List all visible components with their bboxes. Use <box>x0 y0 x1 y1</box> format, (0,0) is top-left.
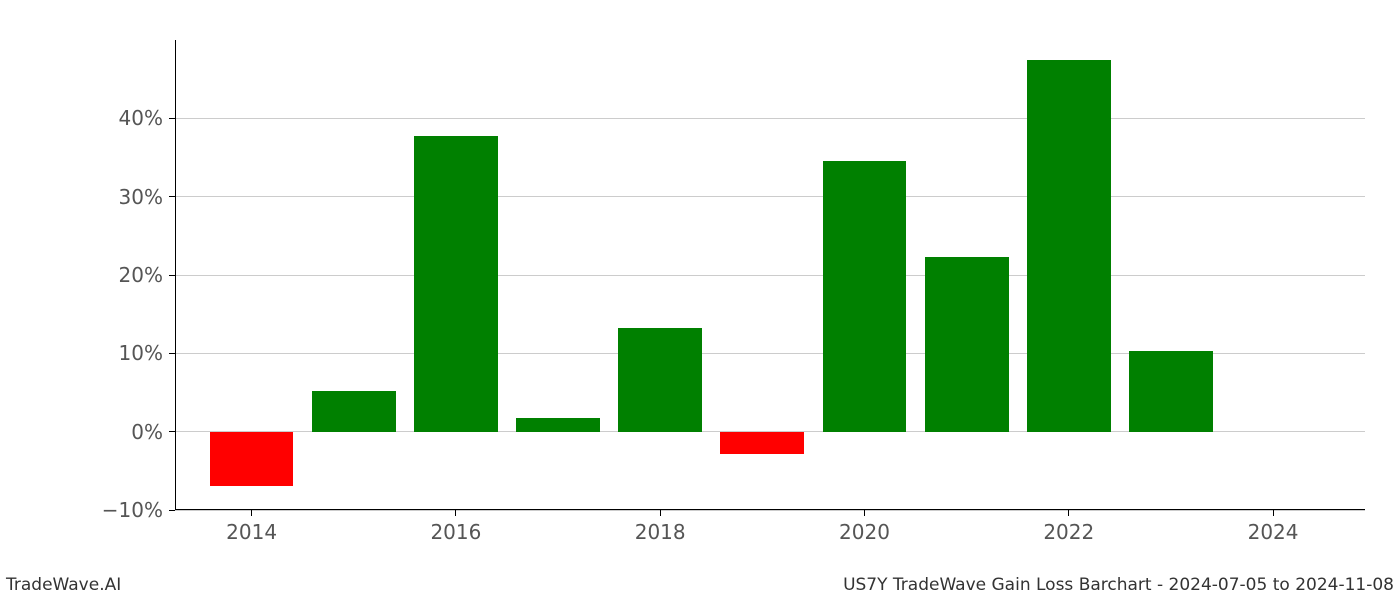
y-tick <box>169 510 175 511</box>
bar <box>210 432 294 487</box>
x-tick-label: 2024 <box>1248 520 1299 544</box>
x-tick-label: 2018 <box>635 520 686 544</box>
chart-container: TradeWave.AI US7Y TradeWave Gain Loss Ba… <box>0 0 1400 600</box>
y-tick-label: 10% <box>119 341 163 365</box>
footer-right-text: US7Y TradeWave Gain Loss Barchart - 2024… <box>843 575 1394 595</box>
y-tick-label: 0% <box>131 420 163 444</box>
grid-line <box>175 275 1365 276</box>
x-tick-label: 2022 <box>1043 520 1094 544</box>
x-tick-label: 2020 <box>839 520 890 544</box>
y-tick <box>169 196 175 197</box>
y-axis-spine <box>175 40 176 510</box>
x-tick <box>660 510 661 516</box>
y-tick-label: −10% <box>102 498 163 522</box>
x-tick-label: 2014 <box>226 520 277 544</box>
bar <box>1027 60 1111 431</box>
x-tick <box>1273 510 1274 516</box>
x-tick <box>864 510 865 516</box>
bar <box>823 161 907 432</box>
x-tick <box>455 510 456 516</box>
y-tick-label: 20% <box>119 263 163 287</box>
y-tick <box>169 275 175 276</box>
y-tick <box>169 353 175 354</box>
bar <box>1129 351 1213 432</box>
footer-left-text: TradeWave.AI <box>6 575 121 595</box>
bar <box>618 328 702 431</box>
plot-area <box>175 40 1365 510</box>
bar <box>516 418 600 432</box>
y-tick <box>169 431 175 432</box>
x-tick <box>251 510 252 516</box>
bar <box>414 136 498 431</box>
y-tick-label: 30% <box>119 185 163 209</box>
x-axis-spine <box>175 509 1365 510</box>
bar <box>312 391 396 432</box>
x-tick-label: 2016 <box>430 520 481 544</box>
grid-line <box>175 118 1365 119</box>
x-tick <box>1068 510 1069 516</box>
bar <box>720 432 804 454</box>
y-tick-label: 40% <box>119 106 163 130</box>
y-tick <box>169 118 175 119</box>
bar <box>925 257 1009 432</box>
grid-line <box>175 196 1365 197</box>
